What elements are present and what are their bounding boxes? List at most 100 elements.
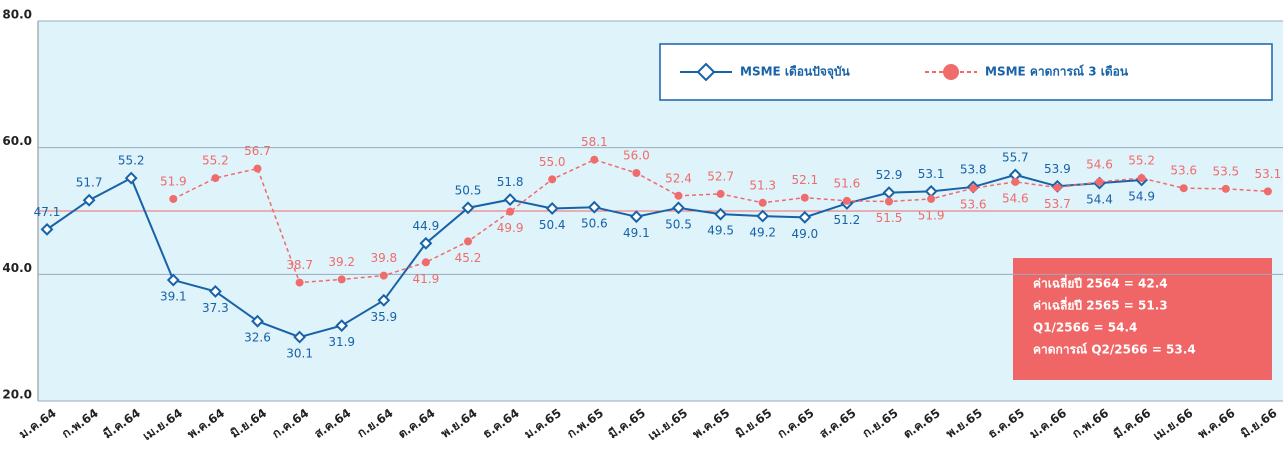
x-tick-label: มี.ค.66: [1111, 406, 1153, 441]
x-tick-label: ก.ย.64: [355, 406, 396, 440]
data-point: [40, 222, 54, 236]
annotation-text: ค่าเฉลี่ยปี 2565 = 51.3: [1033, 297, 1168, 313]
x-tick-label: มี.ค.65: [606, 406, 648, 441]
y-tick-label: 20.0: [2, 388, 32, 402]
x-tick-label: ก.พ.64: [59, 406, 101, 441]
data-point: [758, 198, 767, 207]
data-label: 49.2: [749, 226, 776, 240]
x-tick-label: ก.พ.65: [564, 406, 606, 441]
data-point: [1011, 177, 1020, 186]
data-point: [379, 271, 388, 280]
data-point: [629, 210, 643, 224]
data-point: [632, 169, 641, 177]
x-tick-label: ก.ค.64: [270, 406, 312, 441]
data-label: 49.9: [497, 221, 524, 235]
data-label: 45.2: [455, 251, 482, 265]
data-label: 51.5: [876, 211, 903, 225]
data-label: 31.9: [328, 335, 355, 349]
data-point: [798, 210, 812, 224]
data-label: 55.2: [202, 154, 229, 168]
x-tick-label: มิ.ย.66: [1238, 406, 1279, 441]
data-label: 54.4: [1086, 193, 1113, 207]
legend: MSME เดือนปัจจุบัน MSME คาดการณ์ 3 เดือน: [659, 43, 1273, 101]
data-label: 53.1: [918, 167, 945, 181]
x-tick-label: พ.ย.64: [438, 406, 479, 441]
data-label: 56.0: [623, 149, 650, 163]
x-tick-label: ม.ค.65: [522, 406, 564, 441]
x-tick-label: ส.ค.64: [312, 406, 354, 441]
x-tick-label: เม.ย.65: [645, 406, 690, 443]
legend-marker: [943, 64, 959, 80]
data-label: 49.5: [707, 224, 734, 238]
data-point: [253, 164, 262, 173]
data-label: 53.7: [1044, 197, 1071, 211]
data-label: 58.1: [581, 135, 608, 149]
data-label: 53.9: [1044, 162, 1071, 176]
data-label: 50.5: [665, 217, 692, 231]
x-tick-label: ก.ค.65: [775, 406, 817, 441]
x-tick-label: ต.ค.64: [395, 406, 437, 441]
data-label: 41.9: [413, 272, 440, 286]
data-label: 53.1: [1255, 167, 1282, 181]
data-label: 53.8: [960, 162, 987, 176]
data-point: [503, 193, 517, 207]
legend-marker: [696, 62, 716, 82]
data-label: 51.7: [76, 176, 103, 190]
data-point: [1095, 177, 1104, 186]
data-label: 55.2: [118, 154, 145, 168]
x-tick-label: ม.ค.66: [1027, 406, 1069, 441]
x-tick-label: พ.ค.66: [1195, 406, 1237, 441]
data-point: [885, 197, 893, 206]
data-point: [927, 194, 936, 203]
data-point: [506, 207, 515, 216]
data-label: 51.9: [160, 174, 187, 188]
data-label: 39.1: [160, 290, 187, 304]
data-point: [421, 258, 430, 267]
x-tick-label: ต.ค.65: [901, 406, 943, 441]
data-point: [335, 319, 349, 333]
data-point: [211, 174, 220, 183]
data-point: [1263, 187, 1272, 196]
data-label: 30.1: [286, 347, 313, 361]
data-label: 39.2: [328, 255, 355, 269]
data-point: [672, 201, 685, 215]
data-label: 44.9: [413, 219, 440, 233]
data-point: [590, 155, 599, 164]
data-point: [1137, 174, 1146, 183]
data-label: 52.7: [707, 169, 734, 183]
y-tick-label: 80.0: [2, 8, 32, 22]
x-tick-label: มิ.ย.64: [228, 406, 269, 441]
x-tick-label: ม.ค.64: [16, 406, 58, 441]
data-label: 53.6: [960, 198, 987, 212]
data-label: 51.8: [497, 175, 524, 189]
x-tick-label: พ.ย.65: [944, 406, 985, 441]
data-point: [419, 236, 433, 250]
data-label: 51.6: [834, 176, 861, 190]
data-point: [377, 293, 391, 307]
data-label: 50.5: [455, 183, 482, 197]
data-label: 50.6: [581, 217, 608, 231]
data-point: [674, 191, 683, 200]
x-tick-label: พ.ค.64: [185, 406, 227, 441]
data-label: 39.8: [370, 251, 397, 265]
data-point: [1221, 184, 1230, 193]
x-tick-label: ก.พ.66: [1070, 406, 1112, 441]
data-point: [337, 275, 346, 284]
data-point: [548, 175, 557, 184]
data-point: [714, 207, 728, 221]
x-tick-label: เม.ย.66: [1151, 406, 1196, 443]
data-label: 55.0: [539, 155, 566, 169]
data-point: [756, 209, 770, 223]
y-tick-label: 40.0: [2, 261, 32, 275]
data-point: [842, 196, 851, 205]
x-tick-label: มี.ค.64: [101, 406, 143, 441]
data-point: [251, 314, 264, 328]
x-tick-label: ก.ย.65: [860, 406, 901, 440]
data-label: 52.4: [665, 171, 692, 185]
data-label: 37.3: [202, 301, 229, 315]
data-label: 51.3: [749, 178, 776, 192]
data-label: 56.7: [244, 144, 271, 158]
y-tick-label: 60.0: [2, 134, 32, 148]
legend-label: MSME คาดการณ์ 3 เดือน: [985, 65, 1129, 79]
data-point: [461, 201, 475, 215]
